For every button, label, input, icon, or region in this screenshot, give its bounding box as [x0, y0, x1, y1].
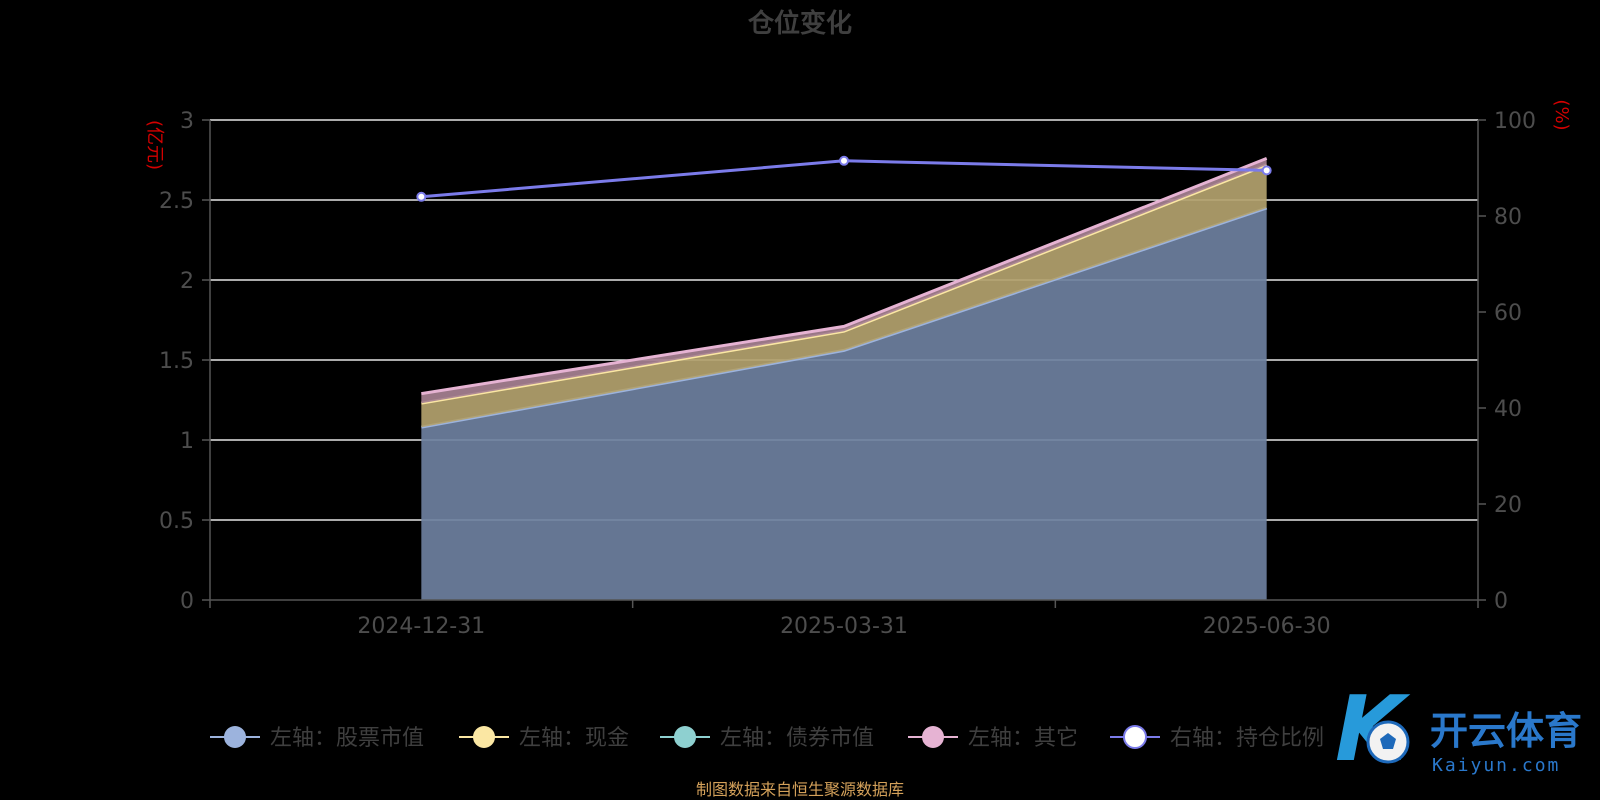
x-tick-label: 2024-12-31	[357, 614, 485, 639]
left-tick-label: 1.5	[159, 349, 194, 374]
point-右轴：持仓比例	[416, 191, 427, 202]
legend-item[interactable]: 左轴：股票市值	[210, 726, 424, 751]
x-tick-label: 2025-06-30	[1203, 614, 1331, 639]
area-左轴：现金	[421, 164, 1267, 428]
left-tick-label: 0	[180, 589, 194, 614]
left-tick-label: 2	[180, 269, 194, 294]
watermark-logo: K 开云体育 Kaiyun.com	[1335, 677, 1582, 782]
legend-item[interactable]: 左轴：现金	[459, 726, 629, 751]
chart-title: 仓位变化	[747, 8, 852, 39]
legend-label: 右轴：持仓比例	[1170, 726, 1324, 751]
legend-label: 左轴：其它	[968, 726, 1078, 751]
left-tick-label: 0.5	[159, 509, 194, 534]
legend-item[interactable]: 左轴：其它	[908, 726, 1078, 751]
left-tick-label: 3	[180, 109, 194, 134]
axes: 0 0.5 1 1.5 2 2.5 3 0 20 40 60 80 100 2024-12-31 2025-…	[159, 109, 1536, 639]
right-tick-label: 40	[1494, 397, 1522, 422]
right-tick-label: 80	[1494, 205, 1522, 230]
right-tick-label: 100	[1494, 109, 1536, 134]
legend-marker	[1123, 725, 1147, 749]
logo-brand-cn: 开云体育	[1430, 709, 1582, 753]
logo-brand-en: Kaiyun.com	[1432, 755, 1560, 776]
left-tick-label: 2.5	[159, 189, 194, 214]
point-右轴：持仓比例	[839, 155, 849, 166]
left-axis-unit: (亿元)	[144, 120, 165, 170]
legend-marker	[922, 726, 944, 748]
legend-marker	[473, 726, 495, 748]
right-tick-label: 0	[1494, 589, 1508, 614]
right-tick-label: 60	[1494, 301, 1522, 326]
right-tick-label: 20	[1494, 493, 1522, 518]
area-左轴：股票市值	[421, 208, 1267, 600]
legend-label: 左轴：现金	[519, 726, 629, 751]
legend-label: 左轴：债券市值	[720, 726, 874, 751]
line-左轴：其它	[421, 157, 1268, 396]
series-lines	[416, 155, 1272, 202]
left-tick-label: 1	[180, 429, 194, 454]
soccer-ball-pattern	[1380, 733, 1396, 749]
legend: 左轴：股票市值 左轴：现金 左轴：债券市值 左轴：其它 右轴：持仓比例	[210, 725, 1324, 751]
legend-marker	[224, 726, 246, 748]
legend-item[interactable]: 右轴：持仓比例	[1110, 725, 1324, 751]
stacked-areas	[421, 157, 1268, 600]
legend-marker	[674, 726, 696, 748]
data-source-note: 制图数据来自恒生聚源数据库	[696, 780, 904, 799]
x-tick-label: 2025-03-31	[780, 614, 908, 639]
legend-item[interactable]: 左轴：债券市值	[660, 726, 874, 751]
line-右轴：持仓比例	[421, 159, 1267, 199]
point-右轴：持仓比例	[1261, 165, 1272, 176]
legend-label: 左轴：股票市值	[270, 726, 424, 751]
right-axis-unit: (%)	[1551, 99, 1572, 130]
